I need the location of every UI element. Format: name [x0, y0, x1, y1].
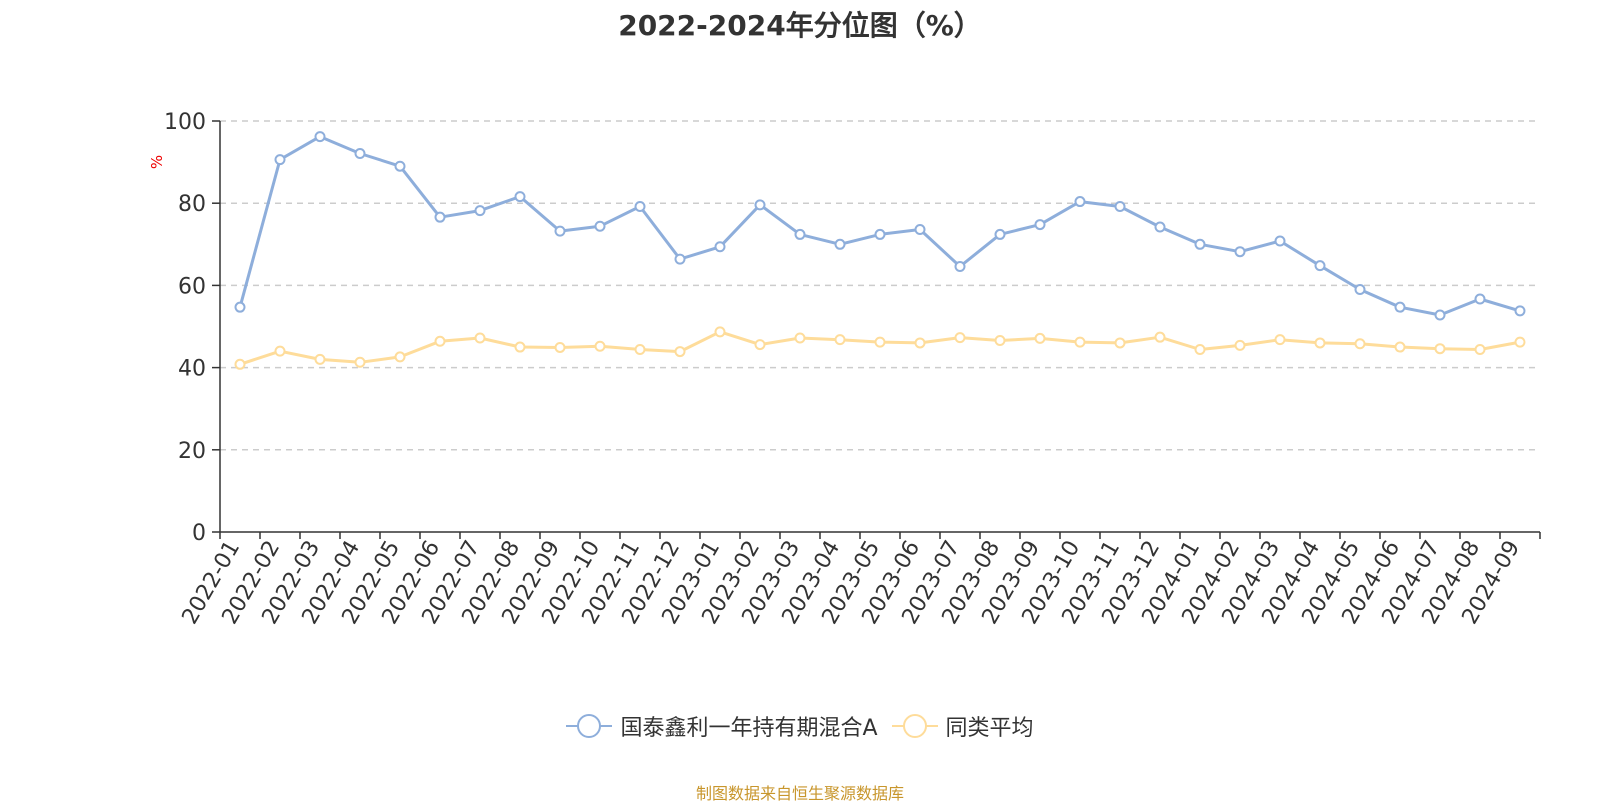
series-1-point — [1234, 246, 1246, 258]
series-2-point — [274, 345, 286, 357]
series-1-point — [594, 220, 606, 232]
series-2-point — [714, 326, 726, 338]
series-1-point — [834, 238, 846, 250]
series-2-point — [314, 353, 326, 365]
legend-series2-swatch-icon — [891, 714, 938, 738]
series-1-point — [1394, 301, 1406, 313]
series-2-point — [1354, 338, 1366, 350]
series-1-point — [1154, 221, 1166, 233]
series-2-point — [834, 334, 846, 346]
series-2-point — [1194, 344, 1206, 356]
series-2-point — [914, 337, 926, 349]
series-2-point — [594, 340, 606, 352]
series-2-point — [1474, 344, 1486, 356]
series-1-point — [1074, 196, 1086, 208]
series-1-point — [314, 131, 326, 143]
legend-series1-label: 国泰鑫利一年持有期混合A — [620, 716, 878, 741]
y-tick-label: 60 — [178, 274, 206, 299]
series-1-point — [1114, 200, 1126, 212]
series-2-point — [1154, 331, 1166, 343]
series-2-point — [674, 346, 686, 358]
series-1-point — [794, 228, 806, 240]
series-2-point — [514, 341, 526, 353]
series-1-point — [554, 225, 566, 237]
series-2-point — [234, 358, 246, 370]
legend-item-series2[interactable]: 同类平均 — [891, 710, 1034, 742]
series-2-point — [1314, 337, 1326, 349]
series-1-point — [1034, 219, 1046, 231]
chart-title: 2022-2024年分位图（%） — [618, 9, 982, 42]
series-2-point — [1114, 337, 1126, 349]
series-2-point — [754, 339, 766, 351]
legend-series2-label: 同类平均 — [945, 716, 1034, 741]
series-1-point — [474, 205, 486, 217]
series-2-point — [1394, 341, 1406, 353]
y-tick-label: 20 — [178, 439, 206, 464]
series-1-point — [394, 160, 406, 172]
series-2-point — [354, 356, 366, 368]
series-2-point — [554, 341, 566, 353]
series-1-point — [434, 211, 446, 223]
series-2-point — [634, 344, 646, 356]
series-2-point — [474, 332, 486, 344]
legend-item-series1[interactable]: 国泰鑫利一年持有期混合A — [566, 710, 878, 742]
series-1-point — [634, 200, 646, 212]
series-2-point — [1514, 336, 1526, 348]
series-1-point — [994, 228, 1006, 240]
series-1-point — [914, 224, 926, 236]
series-1-point — [274, 154, 286, 166]
series-1-point — [1434, 309, 1446, 321]
series-1-point — [354, 147, 366, 159]
legend-series1-swatch-icon — [566, 714, 613, 738]
y-tick-label: 0 — [192, 521, 206, 546]
series-1-point — [1194, 238, 1206, 250]
line-chart: 020406080100%2022-012022-022022-032022-0… — [148, 110, 1541, 629]
series-2-point — [1234, 339, 1246, 351]
y-tick-label: 80 — [178, 192, 206, 217]
chart-legend: 国泰鑫利一年持有期混合A 同类平均 — [0, 706, 1600, 746]
series-2-point — [1274, 334, 1286, 346]
series-1-point — [754, 199, 766, 211]
y-axis-unit-label: % — [148, 155, 166, 169]
data-source-note: 制图数据来自恒生聚源数据库 — [695, 784, 904, 803]
series-2-point — [794, 332, 806, 344]
series-2-point — [954, 332, 966, 344]
series-2-point — [394, 351, 406, 363]
series-1-point — [1354, 284, 1366, 296]
series-1-point — [674, 253, 686, 265]
series-1-point — [954, 260, 966, 272]
series-2-point — [434, 335, 446, 347]
series-line-1 — [238, 135, 1521, 317]
series-2-point — [994, 334, 1006, 346]
series-2-point — [1434, 343, 1446, 355]
series-1-point — [1314, 260, 1326, 272]
series-2-point — [1074, 336, 1086, 348]
series-1-point — [1514, 305, 1526, 317]
series-1-point — [1474, 293, 1486, 305]
series-2-point — [874, 336, 886, 348]
series-1-point — [1274, 235, 1286, 247]
series-1-point — [874, 228, 886, 240]
y-tick-label: 40 — [178, 357, 206, 382]
series-1-point — [514, 191, 526, 203]
series-2-point — [1034, 332, 1046, 344]
series-1-point — [234, 301, 246, 313]
y-tick-label: 100 — [164, 110, 206, 135]
series-1-point — [714, 241, 726, 253]
